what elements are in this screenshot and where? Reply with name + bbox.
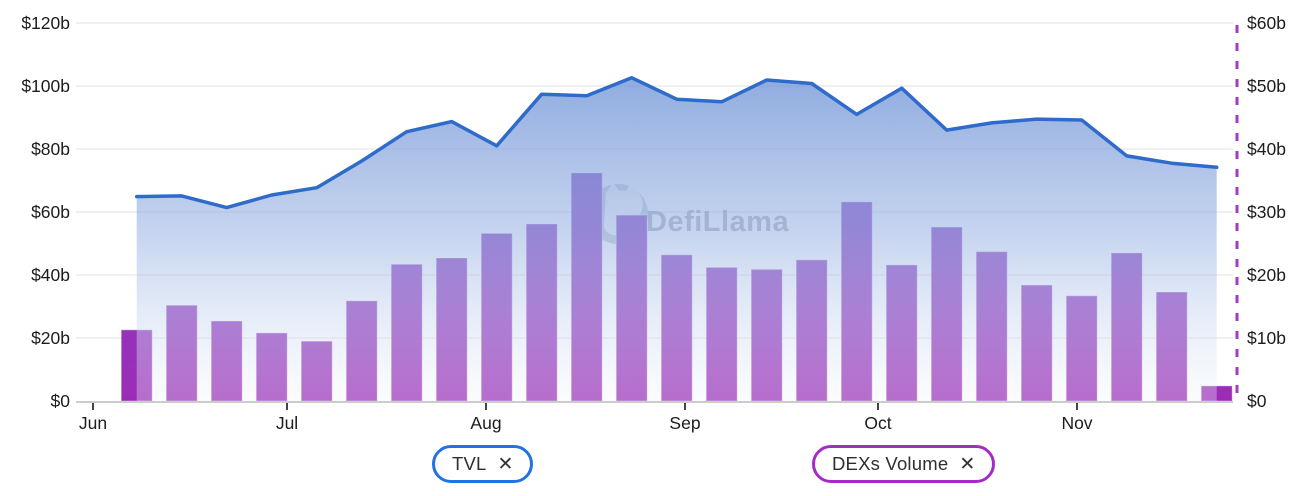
- left-axis-tick-label: $20b: [31, 328, 70, 348]
- x-axis-tick-label: Nov: [1061, 413, 1092, 433]
- x-axis-tick-label: Jul: [276, 413, 298, 433]
- tvl-line[interactable]: [134, 76, 1219, 210]
- legend-label-tvl: TVL: [452, 453, 487, 474]
- right-axis-tick-label: $40b: [1247, 139, 1286, 159]
- x-axis-tick-label: Jun: [79, 413, 107, 433]
- right-axis-tick-label: $50b: [1247, 76, 1286, 96]
- right-axis-tick-label: $20b: [1247, 265, 1286, 285]
- right-axis-tick-label: $0: [1247, 391, 1267, 411]
- left-axis-tick-label: $120b: [21, 13, 70, 33]
- x-axis-tick-label: Aug: [470, 413, 501, 433]
- legend-row: TVL ✕ DEXs Volume ✕: [0, 445, 1303, 485]
- combo-chart[interactable]: DefiLlamaJunJulAugSepOctNov$120b$100b$80…: [0, 0, 1303, 441]
- legend-label-dexs-volume: DEXs Volume: [832, 453, 949, 474]
- right-axis-tick-label: $30b: [1247, 202, 1286, 222]
- left-axis-tick-label: $60b: [31, 202, 70, 222]
- close-icon[interactable]: ✕: [959, 453, 976, 475]
- x-axis-tick-label: Oct: [864, 413, 891, 433]
- right-axis-tick-label: $60b: [1247, 13, 1286, 33]
- legend-pill-tvl[interactable]: TVL ✕: [432, 445, 534, 483]
- left-axis-tick-label: $100b: [21, 76, 70, 96]
- legend-pill-dexs-volume[interactable]: DEXs Volume ✕: [812, 445, 996, 483]
- left-axis-tick-label: $80b: [31, 139, 70, 159]
- right-axis-tick-label: $10b: [1247, 328, 1286, 348]
- x-axis-tick-label: Sep: [669, 413, 700, 433]
- close-icon[interactable]: ✕: [497, 453, 514, 475]
- left-axis-tick-label: $40b: [31, 265, 70, 285]
- tvl-area[interactable]: [136, 77, 1217, 402]
- left-axis-tick-label: $0: [51, 391, 71, 411]
- chart-canvas[interactable]: DefiLlamaJunJulAugSepOctNov$120b$100b$80…: [0, 0, 1303, 441]
